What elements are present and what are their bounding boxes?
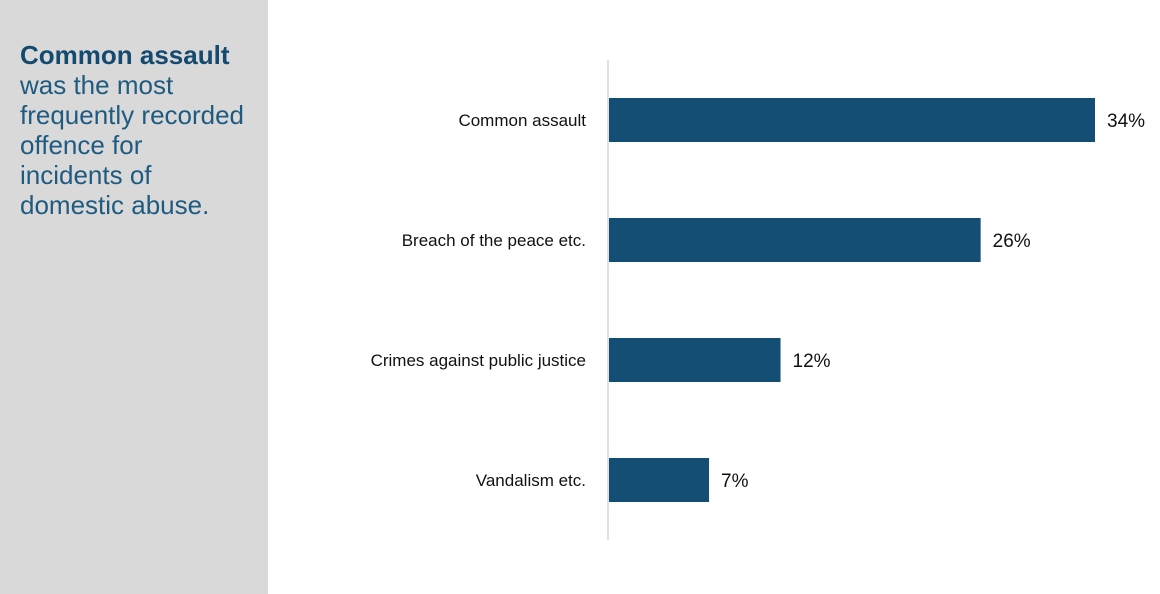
value-label-0: 34% bbox=[1107, 111, 1145, 132]
category-label-2: Crimes against public justice bbox=[371, 351, 586, 370]
bar-3 bbox=[609, 458, 710, 502]
callout-highlight: Common assault bbox=[20, 40, 230, 70]
category-label-1: Breach of the peace etc. bbox=[402, 231, 586, 250]
category-label-3: Vandalism etc. bbox=[476, 471, 586, 490]
callout-text: Common assault was the most frequently r… bbox=[20, 40, 252, 220]
bars-group: Common assault 34% Breach of the peace etc… bbox=[371, 98, 1145, 502]
category-label-0: Common assault bbox=[458, 111, 586, 130]
bar-chart: Common assault 34% Breach of the peace etc… bbox=[371, 60, 1145, 540]
bar-1 bbox=[609, 218, 981, 262]
callout-panel: Common assault was the most frequently r… bbox=[0, 0, 268, 594]
bar-0 bbox=[609, 98, 1095, 142]
bar-2 bbox=[609, 338, 781, 382]
value-label-2: 12% bbox=[793, 351, 831, 372]
value-label-1: 26% bbox=[993, 231, 1031, 252]
value-label-3: 7% bbox=[721, 471, 749, 492]
callout-body: was the most frequently recorded offence… bbox=[20, 70, 245, 220]
